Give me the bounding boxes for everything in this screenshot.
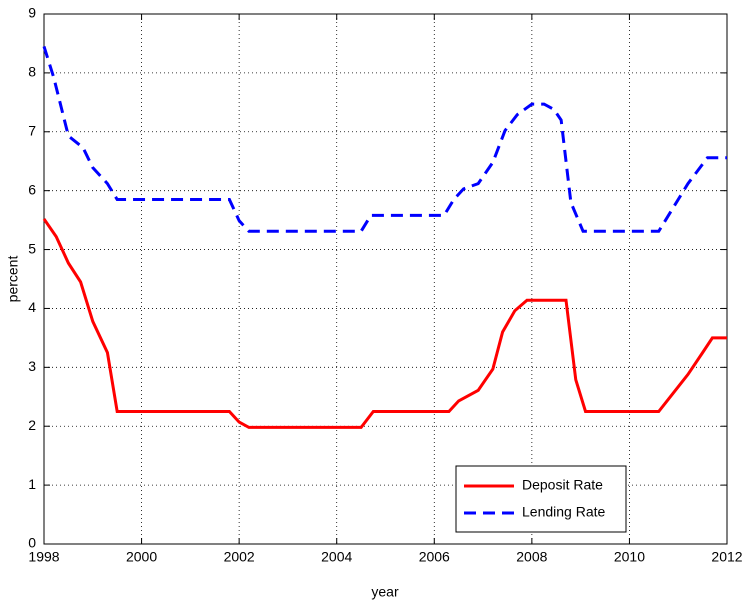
- x-axis-label: year: [371, 584, 399, 600]
- x-tick-label: 2002: [224, 549, 255, 565]
- y-tick-label: 8: [28, 64, 36, 80]
- legend-label: Lending Rate: [522, 504, 606, 520]
- x-tick-label: 2006: [419, 549, 450, 565]
- x-tick-label: 2010: [614, 549, 645, 565]
- x-tick-label: 2008: [516, 549, 547, 565]
- y-tick-label: 6: [28, 181, 36, 197]
- y-tick-label: 7: [28, 122, 36, 138]
- legend-label: Deposit Rate: [522, 477, 603, 493]
- legend-box: [455, 465, 627, 533]
- y-tick-label: 2: [28, 417, 36, 433]
- y-tick-label: 0: [28, 535, 36, 551]
- y-tick-label: 3: [28, 358, 36, 374]
- y-tick-label: 4: [28, 299, 36, 315]
- x-tick-label: 2000: [126, 549, 157, 565]
- y-tick-label: 1: [28, 476, 36, 492]
- y-tick-label: 9: [28, 5, 36, 21]
- x-tick-label: 2004: [321, 549, 352, 565]
- series-line: [42, 218, 727, 429]
- series-line: [42, 45, 727, 233]
- plot-frame: [43, 13, 728, 545]
- x-tick-label: 2012: [711, 549, 742, 565]
- x-tick-label: 1998: [28, 549, 59, 565]
- y-axis-label: percent: [5, 256, 21, 303]
- y-tick-label: 5: [28, 240, 36, 256]
